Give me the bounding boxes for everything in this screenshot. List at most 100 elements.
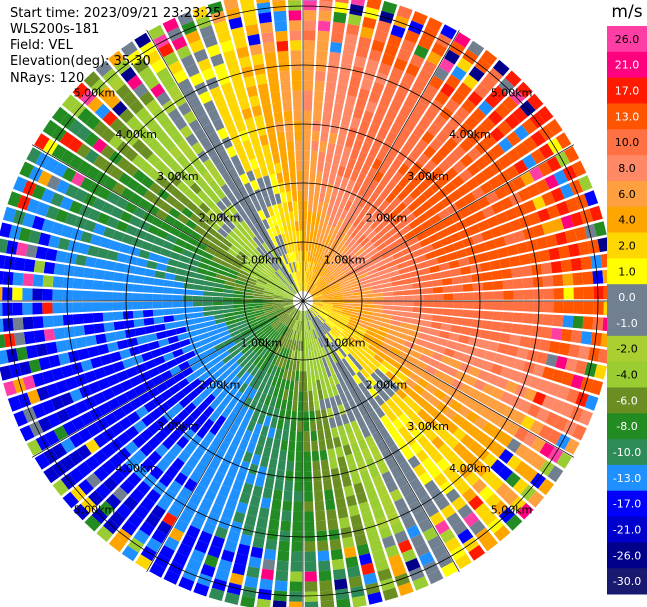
range-gate xyxy=(223,0,239,11)
range-gate xyxy=(314,181,322,192)
range-gate xyxy=(273,298,283,300)
range-gate xyxy=(308,284,315,293)
range-gate xyxy=(410,350,422,360)
range-gate xyxy=(506,244,519,256)
range-gate xyxy=(495,377,509,390)
range-gate xyxy=(250,411,260,423)
range-gate xyxy=(309,410,316,422)
range-gate xyxy=(403,252,416,261)
range-gate xyxy=(237,197,248,209)
range-gate xyxy=(461,98,477,114)
range-gate xyxy=(480,75,497,92)
range-gate xyxy=(304,591,318,602)
range-gate xyxy=(348,376,358,388)
range-gate xyxy=(239,533,253,547)
range-gate xyxy=(450,268,462,277)
range-gate xyxy=(356,543,370,556)
range-gate xyxy=(467,162,481,177)
range-gate xyxy=(380,577,396,592)
range-gate xyxy=(365,435,376,448)
range-gate xyxy=(209,410,221,423)
range-gate xyxy=(284,304,294,310)
range-gate xyxy=(198,530,213,545)
range-gate xyxy=(196,267,208,275)
range-gate xyxy=(423,107,438,122)
range-gate xyxy=(288,0,302,11)
range-gate xyxy=(367,167,378,179)
range-gate xyxy=(168,383,182,395)
range-gate xyxy=(481,510,498,526)
range-gate xyxy=(324,224,332,236)
range-gate xyxy=(331,363,340,375)
range-gate xyxy=(259,93,271,105)
range-gate xyxy=(314,221,320,233)
range-gate xyxy=(241,107,253,120)
range-gate xyxy=(222,256,234,265)
range-gate xyxy=(242,451,253,463)
range-gate xyxy=(337,456,347,468)
range-gate xyxy=(309,251,314,262)
range-gate xyxy=(303,441,311,452)
range-gate xyxy=(323,479,333,491)
range-gate xyxy=(247,504,259,517)
range-gate xyxy=(357,357,367,368)
range-gate xyxy=(434,520,450,535)
range-gate xyxy=(460,266,472,275)
range-gate xyxy=(303,351,306,362)
range-gate xyxy=(475,431,490,446)
range-gate xyxy=(505,514,523,531)
range-gate xyxy=(248,463,259,476)
range-gate xyxy=(319,312,329,319)
range-gate xyxy=(307,370,312,382)
range-gate xyxy=(365,582,381,595)
range-gate xyxy=(245,279,257,286)
range-gate xyxy=(243,288,254,293)
range-gate xyxy=(266,283,277,289)
range-gate xyxy=(229,265,241,273)
range-gate xyxy=(297,250,301,262)
range-gate xyxy=(361,283,372,289)
range-gate xyxy=(318,243,325,255)
range-gate xyxy=(258,258,268,268)
range-gate xyxy=(280,378,287,390)
range-gate xyxy=(141,414,155,427)
range-gate xyxy=(320,131,329,143)
range-gate xyxy=(269,81,280,93)
range-gate xyxy=(270,318,280,327)
range-gate xyxy=(157,188,170,201)
range-gate xyxy=(291,309,298,318)
azimuth-spoke xyxy=(302,300,460,572)
range-gate xyxy=(124,147,139,162)
range-gate xyxy=(511,176,526,191)
range-gate xyxy=(209,398,221,410)
range-gate xyxy=(320,459,330,471)
range-gate xyxy=(303,120,312,131)
range-gate xyxy=(142,379,156,391)
range-gate xyxy=(206,324,218,332)
range-gate xyxy=(518,399,532,414)
range-gate xyxy=(270,226,278,237)
range-gate xyxy=(273,10,287,22)
range-gate xyxy=(101,443,116,459)
range-gate xyxy=(444,137,459,152)
range-gate xyxy=(273,247,280,258)
range-gate xyxy=(244,282,256,288)
range-gate xyxy=(332,302,344,305)
range-gate xyxy=(8,224,22,240)
range-gate xyxy=(423,443,437,457)
range-gate xyxy=(87,245,100,257)
range-gate xyxy=(396,439,409,452)
range-gate xyxy=(196,189,209,202)
range-gate xyxy=(203,100,217,114)
range-gate xyxy=(290,319,296,330)
range-gate xyxy=(319,449,328,461)
range-gate xyxy=(270,417,278,429)
range-gate xyxy=(397,372,409,383)
range-gate xyxy=(275,334,283,345)
range-gate xyxy=(424,479,439,494)
range-gate xyxy=(334,269,344,278)
range-gate xyxy=(125,425,139,440)
range-gate xyxy=(225,123,238,136)
range-gate xyxy=(197,58,212,72)
azimuth-spoke xyxy=(302,144,574,302)
